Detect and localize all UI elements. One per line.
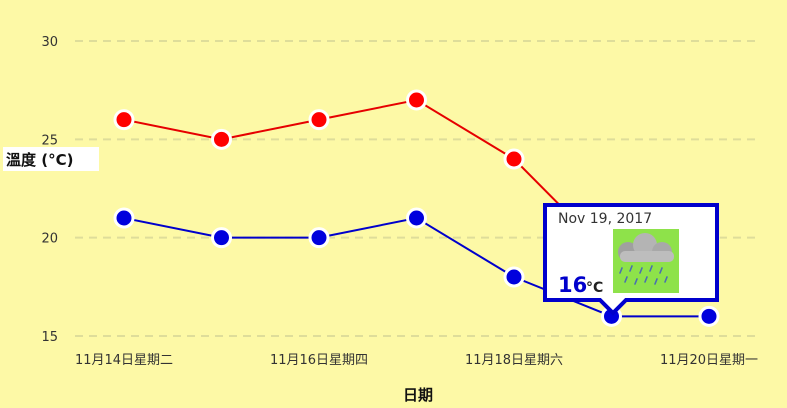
y-grid xyxy=(75,40,760,337)
y-tick-label: 15 xyxy=(41,330,58,345)
data-point[interactable] xyxy=(113,109,135,131)
data-point[interactable] xyxy=(406,89,427,111)
x-tick-label: 11月14日星期二 xyxy=(75,353,173,368)
tooltip-date: Nov 19, 2017 xyxy=(558,211,652,227)
rain-cloud-icon xyxy=(613,229,679,293)
y-tick-label: 20 xyxy=(41,232,58,247)
data-point[interactable] xyxy=(211,227,232,249)
data-point[interactable] xyxy=(503,266,525,288)
data-point[interactable] xyxy=(698,305,720,327)
data-point[interactable] xyxy=(211,128,232,150)
y-tick-label: 25 xyxy=(41,133,58,148)
x-axis-label: 日期 xyxy=(403,386,433,404)
y-axis-label: 溫度 (°C) xyxy=(6,151,73,169)
x-tick-label: 11月18日星期六 xyxy=(465,353,563,368)
data-point[interactable] xyxy=(406,207,427,229)
tooltip-unit: °C xyxy=(586,280,603,296)
x-tick-label: 11月20日星期一 xyxy=(660,353,758,368)
data-point[interactable] xyxy=(503,148,525,170)
tooltip: Nov 19, 2017 16 °C xyxy=(543,203,719,316)
data-point[interactable] xyxy=(308,227,330,249)
y-tick-label: 30 xyxy=(41,35,58,50)
x-axis-ticks: 11月14日星期二 11月16日星期四 11月18日星期六 11月20日星期一 xyxy=(75,353,758,368)
y-axis-ticks: 15 20 25 30 xyxy=(41,35,58,345)
y-axis-title: 溫度 (°C) xyxy=(3,147,99,171)
x-tick-label: 11月16日星期四 xyxy=(270,353,368,368)
data-point[interactable] xyxy=(113,207,135,229)
data-point[interactable] xyxy=(308,109,330,131)
tooltip-temperature: 16 xyxy=(558,273,587,297)
series-2 xyxy=(113,207,720,327)
